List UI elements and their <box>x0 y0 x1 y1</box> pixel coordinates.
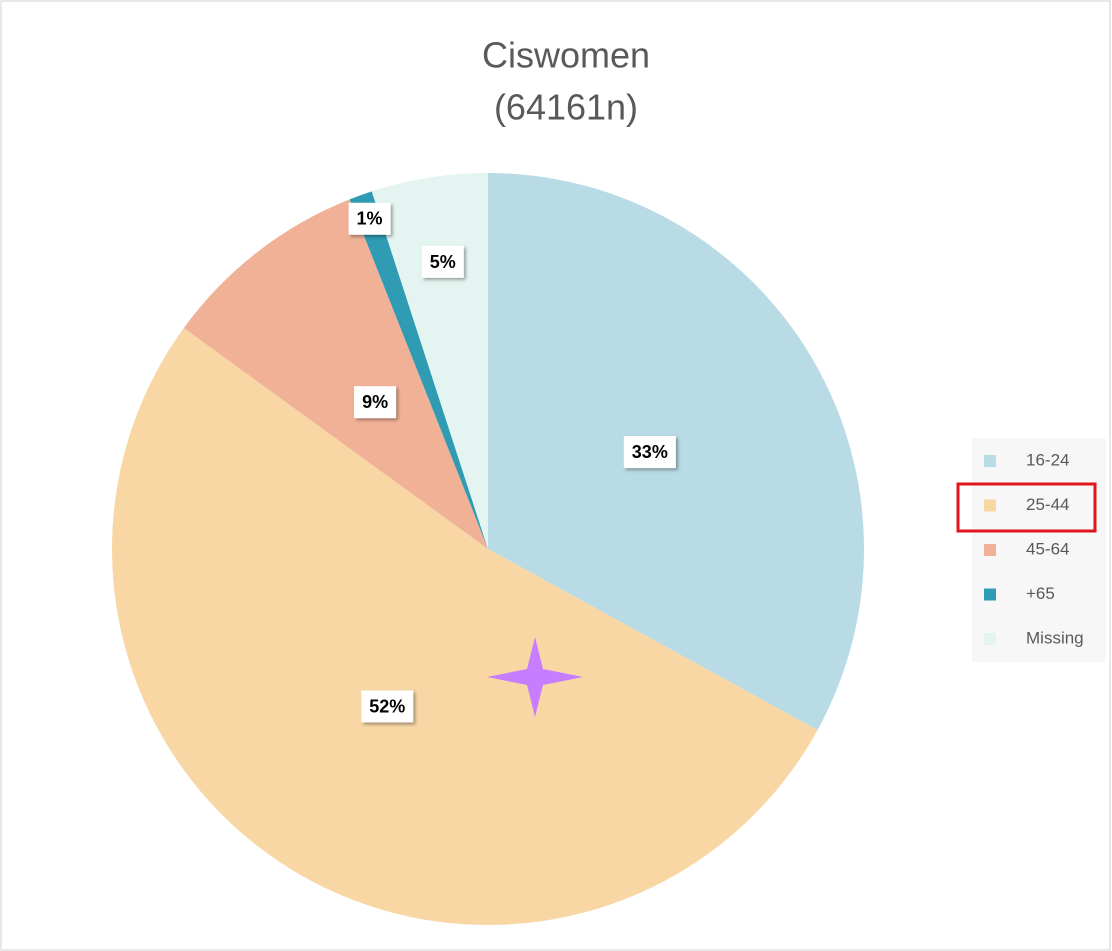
value-label: 1% <box>357 209 383 229</box>
value-label-box <box>623 436 676 469</box>
legend-label: 45-64 <box>1026 539 1069 558</box>
highlight-box <box>956 482 1097 533</box>
value-label: 9% <box>362 392 388 412</box>
value-labels: 33% 52% 9% 1% 5% <box>348 202 676 723</box>
legend-label: Missing <box>1026 628 1084 647</box>
chart-title: Ciswomen <box>482 35 650 76</box>
chart-subtitle: (64161n) <box>494 87 638 128</box>
value-label: 52% <box>369 696 405 716</box>
pie <box>112 173 865 925</box>
legend-swatch <box>984 633 996 645</box>
legend-swatch <box>984 588 996 601</box>
pie-slice <box>112 327 818 925</box>
value-label-box <box>421 245 464 278</box>
value-label-box <box>348 202 391 235</box>
legend-label: 16-24 <box>1026 450 1069 469</box>
pie-slice <box>183 199 488 549</box>
value-label: 5% <box>430 252 456 272</box>
value-label-box <box>361 690 414 723</box>
value-label: 33% <box>632 442 668 462</box>
legend: 16-24 25-44 45-64 +65 Missing <box>984 450 1084 647</box>
value-label-box <box>354 386 397 419</box>
legend-label: +65 <box>1026 584 1055 603</box>
legend-swatch <box>984 455 996 467</box>
pie-slice <box>349 191 488 549</box>
legend-swatch <box>984 499 996 512</box>
cursor-star <box>487 637 583 717</box>
legend-label: 25-44 <box>1026 495 1069 514</box>
pie-slice <box>488 173 865 731</box>
legend-swatch <box>984 544 996 556</box>
